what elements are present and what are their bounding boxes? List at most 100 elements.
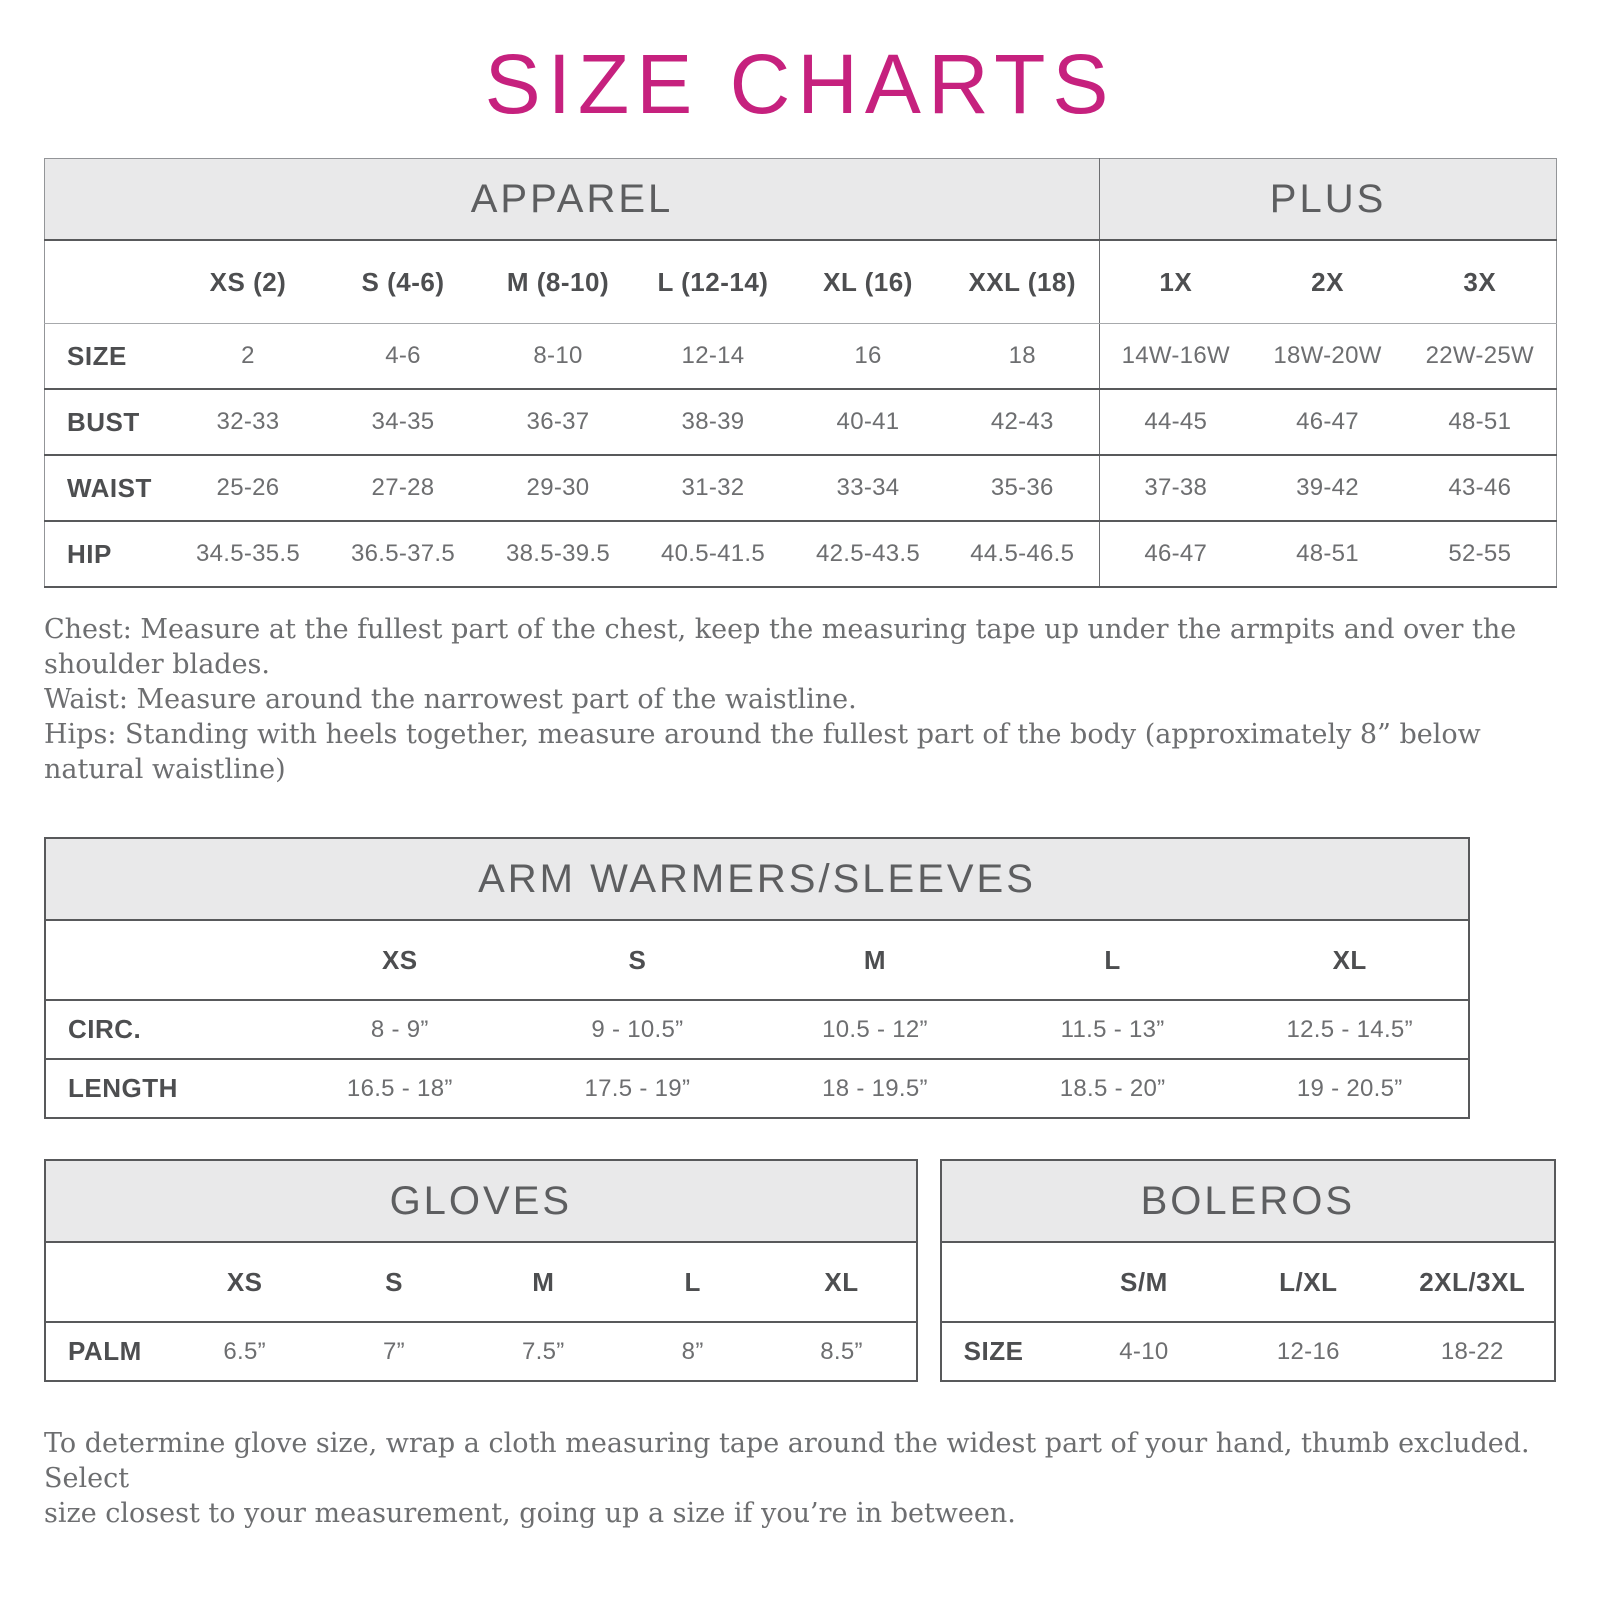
boleros-table: BOLEROS S/M L/XL 2XL/3XL SIZE 4-10 12-16… [939,1159,1556,1383]
measurement-value: 36.5-37.5 [325,521,481,589]
measurement-value: 31-32 [635,455,791,523]
table-row: XS S M L XL [45,920,1469,1002]
glove-note-line: size closest to your measurement, going … [44,1498,1016,1530]
corner-cell [940,1242,1062,1324]
measurement-value: 34-35 [325,389,481,457]
measurement-value: 18.5 - 20” [993,1059,1232,1120]
chest-note: Chest: Measure at the fullest part of th… [44,614,1517,681]
table-row: SIZE 4-10 12-16 18-22 [940,1322,1555,1383]
column-header: 2X [1251,240,1404,325]
table-row: LENGTH 16.5 - 18” 17.5 - 19” 18 - 19.5” … [45,1059,1469,1120]
column-header: XXL (18) [945,240,1100,325]
column-header: L [617,1242,768,1324]
column-header: S/M [1061,1242,1227,1324]
measurement-value: 38.5-39.5 [480,521,636,589]
column-header: 1X [1099,240,1252,325]
measurement-value: 44-45 [1099,389,1252,457]
measurement-value: 18 - 19.5” [756,1059,994,1120]
corner-cell [45,1242,170,1324]
gloves-boleros-row: GLOVES XS S M L XL PALM 6.5” 7” 7.5” 8” … [44,1159,1556,1383]
size-value: 2 [170,323,326,391]
arm-warmers-section-header: ARM WARMERS/SLEEVES [45,838,1469,922]
table-row: WAIST 25-26 27-28 29-30 31-32 33-34 35-3… [44,455,1557,523]
column-header: L (12-14) [635,240,791,325]
measurement-value: 8.5” [767,1322,917,1383]
measurement-value: 42-43 [945,389,1100,457]
table-row: BOLEROS [940,1160,1555,1244]
row-label: LENGTH [45,1059,281,1120]
corner-cell [44,240,171,325]
table-row: XS (2) S (4-6) M (8-10) L (12-14) XL (16… [44,240,1557,325]
waist-note: Waist: Measure around the narrowest part… [44,684,857,716]
table-row: HIP 34.5-35.5 36.5-37.5 38.5-39.5 40.5-4… [44,521,1557,589]
table-row: GLOVES [45,1160,917,1244]
measurement-value: 40.5-41.5 [635,521,791,589]
size-value: 12-16 [1226,1322,1391,1383]
table-row: CIRC. 8 - 9” 9 - 10.5” 10.5 - 12” 11.5 -… [45,1000,1469,1061]
size-value: 14W-16W [1099,323,1252,391]
table-row: BUST 32-33 34-35 36-37 38-39 40-41 42-43… [44,389,1557,457]
column-header: S (4-6) [325,240,481,325]
measurement-value: 34.5-35.5 [170,521,326,589]
column-header: XL [767,1242,917,1324]
measurement-value: 39-42 [1251,455,1404,523]
size-value: 8-10 [480,323,636,391]
column-header: 2XL/3XL [1390,1242,1555,1324]
column-header: M [756,920,994,1002]
measurement-value: 32-33 [170,389,326,457]
measurement-value: 36-37 [480,389,636,457]
column-header: L/XL [1226,1242,1391,1324]
table-row: PALM 6.5” 7” 7.5” 8” 8.5” [45,1322,917,1383]
plus-section-header: PLUS [1099,158,1557,242]
column-header: XS (2) [170,240,326,325]
measurement-value: 25-26 [170,455,326,523]
size-charts-page: SIZE CHARTS APPAREL PLUS XS (2) S (4-6) … [44,0,1558,1531]
table-row: XS S M L XL [45,1242,917,1324]
column-header: M [468,1242,618,1324]
row-label: SIZE [940,1322,1062,1383]
column-header: L [993,920,1232,1002]
measurement-value: 29-30 [480,455,636,523]
measurement-value: 38-39 [635,389,791,457]
measurement-value: 48-51 [1251,521,1404,589]
corner-cell [45,920,281,1002]
measurement-value: 43-46 [1403,455,1557,523]
measurement-value: 17.5 - 19” [518,1059,757,1120]
column-header: XL [1231,920,1469,1002]
hips-note: Hips: Standing with heels together, meas… [44,719,1481,786]
column-header: 3X [1403,240,1557,325]
measurement-value: 46-47 [1251,389,1404,457]
column-header: S [319,1242,469,1324]
size-value: 16 [790,323,946,391]
measurement-value: 19 - 20.5” [1231,1059,1469,1120]
size-value: 18-22 [1390,1322,1555,1383]
measurement-value: 16.5 - 18” [281,1059,519,1120]
measurement-value: 44.5-46.5 [945,521,1100,589]
column-header: XL (16) [790,240,946,325]
measurement-value: 7” [319,1322,469,1383]
column-header: XS [170,1242,320,1324]
apparel-size-table: APPAREL PLUS XS (2) S (4-6) M (8-10) L (… [44,158,1558,589]
measurement-value: 7.5” [468,1322,618,1383]
measurement-value: 42.5-43.5 [790,521,946,589]
table-row: S/M L/XL 2XL/3XL [940,1242,1555,1324]
measurement-value: 37-38 [1099,455,1252,523]
boleros-section-header: BOLEROS [940,1160,1555,1244]
column-header: M (8-10) [480,240,636,325]
row-label: BUST [44,389,171,457]
gloves-section-header: GLOVES [45,1160,917,1244]
measurement-value: 8 - 9” [281,1000,519,1061]
glove-note-line: To determine glove size, wrap a cloth me… [44,1428,1530,1495]
size-value: 18 [945,323,1100,391]
measurement-value: 48-51 [1403,389,1557,457]
table-row: APPAREL PLUS [44,158,1557,242]
measurement-value: 27-28 [325,455,481,523]
measurement-value: 35-36 [945,455,1100,523]
column-header: XS [281,920,519,1002]
row-label: WAIST [44,455,171,523]
measurement-value: 8” [617,1322,768,1383]
measurement-value: 40-41 [790,389,946,457]
table-row: SIZE 2 4-6 8-10 12-14 16 18 14W-16W 18W-… [44,323,1557,391]
row-label: PALM [45,1322,170,1383]
row-label: SIZE [44,323,171,391]
